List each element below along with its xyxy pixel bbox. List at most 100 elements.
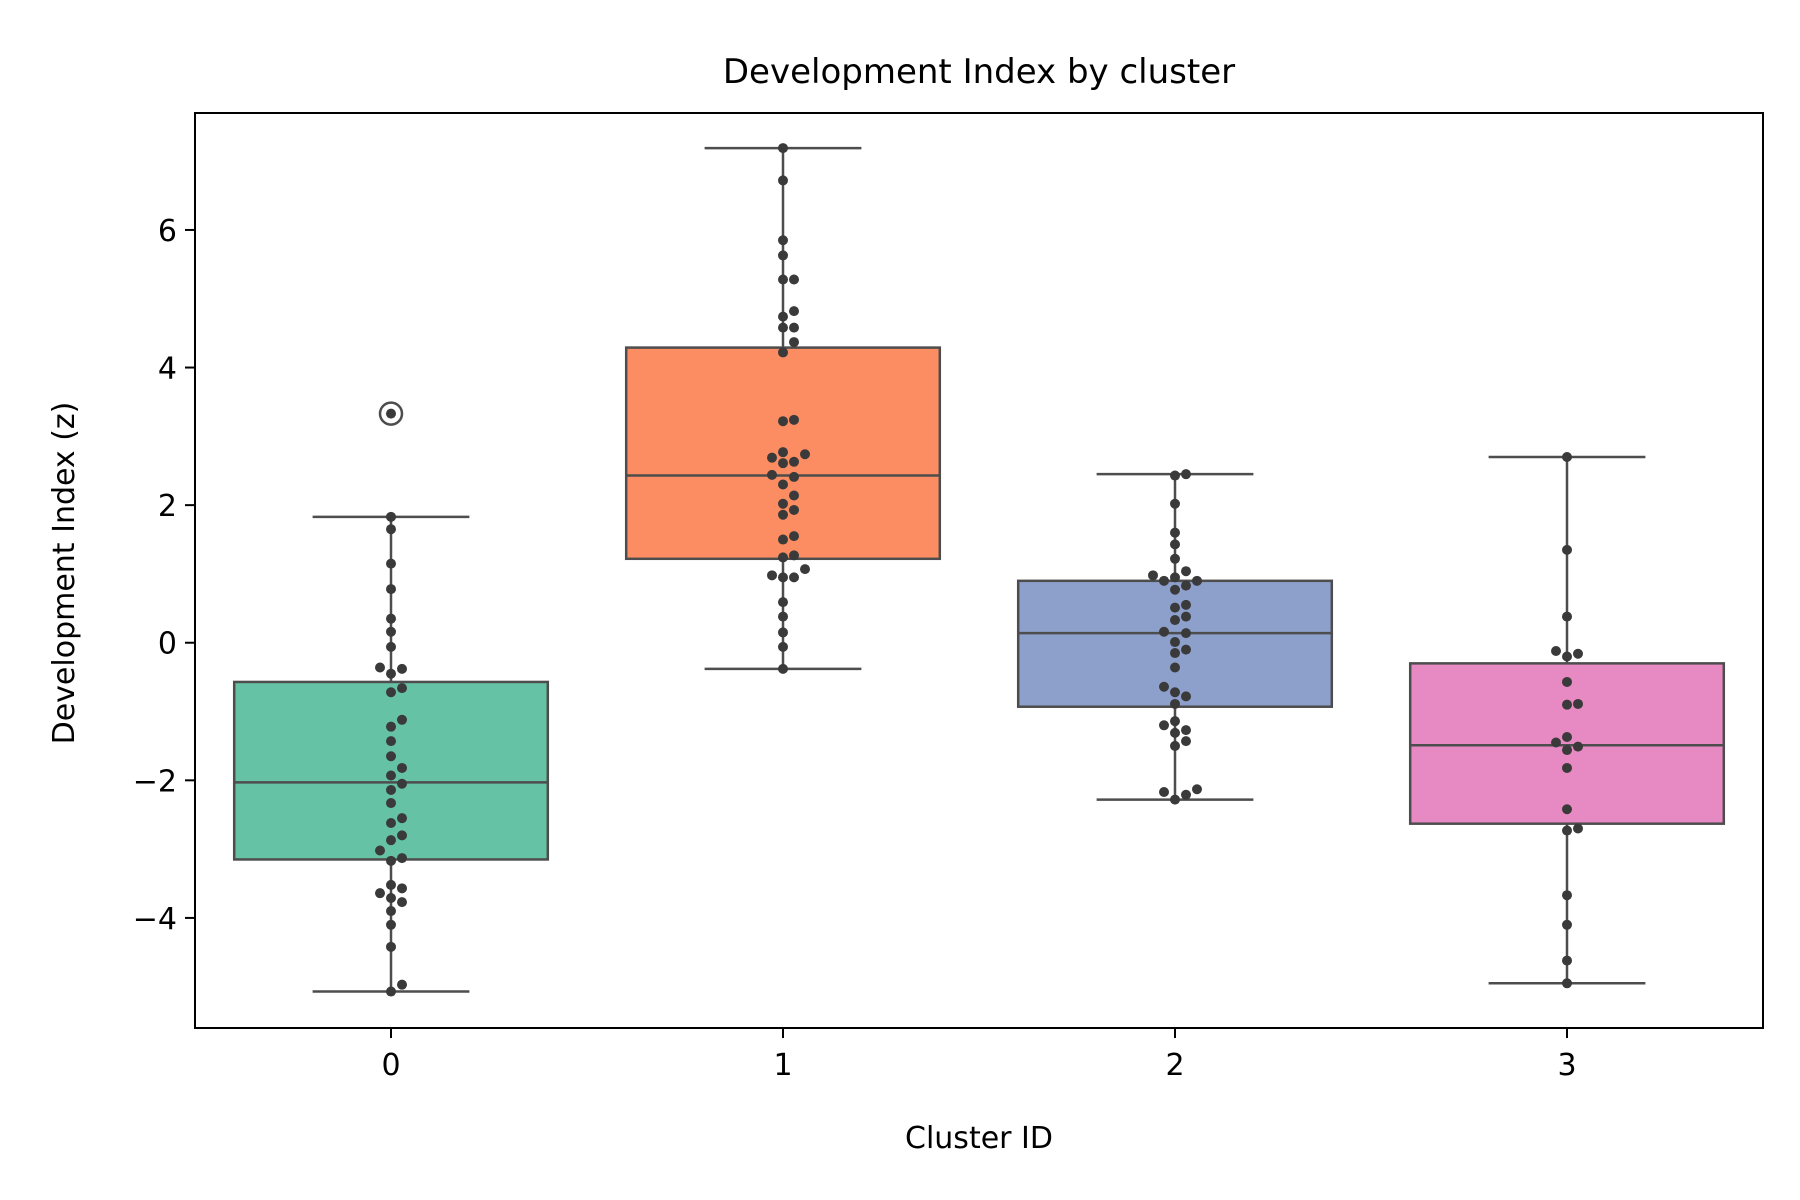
data-point: [1181, 566, 1191, 577]
data-point: [375, 888, 385, 899]
data-point: [767, 469, 777, 480]
data-point: [1148, 570, 1158, 581]
data-point: [1170, 637, 1180, 648]
data-point: [1181, 599, 1191, 610]
data-point: [1181, 789, 1191, 800]
data-point: [1551, 645, 1561, 656]
data-point: [1170, 648, 1180, 659]
data-point: [1562, 955, 1572, 966]
data-point: [386, 817, 396, 828]
data-point: [778, 416, 788, 427]
data-point: [1159, 626, 1169, 637]
data-point: [1159, 787, 1169, 798]
data-point: [778, 235, 788, 246]
data-point: [397, 714, 407, 725]
data-point: [386, 751, 396, 762]
data-point: [397, 897, 407, 908]
y-axis-label: Development Index (z): [47, 402, 82, 745]
data-point: [1170, 498, 1180, 509]
swarm-points-1: [767, 143, 810, 674]
data-point: [397, 778, 407, 789]
x-tick-label: 0: [381, 1048, 400, 1083]
data-point: [767, 570, 777, 581]
chart-title: Development Index by cluster: [723, 52, 1235, 92]
data-point: [397, 683, 407, 694]
data-point: [1170, 615, 1180, 626]
data-point: [1562, 804, 1572, 815]
data-point: [1562, 825, 1572, 836]
box-group-3: [1408, 455, 1726, 985]
data-point: [1170, 716, 1180, 727]
data-point: [1562, 890, 1572, 901]
data-point: [1573, 823, 1583, 834]
outlier-marker: [378, 401, 404, 426]
y-tick-label: 0: [158, 627, 177, 662]
data-point: [1562, 745, 1572, 756]
data-point: [1170, 687, 1180, 698]
data-point: [1170, 527, 1180, 538]
data-point: [1551, 737, 1561, 748]
data-point: [778, 597, 788, 608]
data-point: [800, 449, 810, 460]
data-point: [397, 883, 407, 894]
data-point: [1181, 580, 1191, 591]
data-point: [397, 853, 407, 864]
data-point: [1562, 451, 1572, 462]
data-point: [767, 452, 777, 463]
data-point: [1573, 741, 1583, 752]
data-point: [397, 813, 407, 824]
data-point: [1159, 720, 1169, 731]
data-point: [386, 558, 396, 569]
box-group-1: [624, 146, 942, 671]
y-tick-label: −2: [133, 764, 177, 799]
data-point: [778, 175, 788, 186]
data-point: [789, 306, 799, 317]
data-point: [1159, 681, 1169, 692]
data-point: [1562, 919, 1572, 930]
data-point: [1170, 662, 1180, 673]
data-point: [386, 892, 396, 903]
box-iqr: [1408, 662, 1726, 825]
data-point: [778, 311, 788, 322]
data-point: [1170, 470, 1180, 481]
data-point: [1170, 553, 1180, 564]
data-point: [386, 770, 396, 781]
data-point: [789, 531, 799, 542]
data-point: [386, 879, 396, 890]
data-point: [778, 663, 788, 674]
data-point: [386, 721, 396, 732]
data-point: [778, 458, 788, 469]
data-point: [386, 584, 396, 595]
x-axis-label: Cluster ID: [905, 1121, 1053, 1156]
y-tick-label: −4: [133, 902, 177, 937]
plot-area: [232, 143, 1726, 997]
data-point: [1573, 648, 1583, 659]
x-tick-label: 3: [1557, 1048, 1576, 1083]
data-point: [386, 736, 396, 747]
data-point: [778, 534, 788, 545]
data-point: [778, 509, 788, 520]
y-tick-label: 4: [158, 352, 177, 387]
axes: −4 −2 0 2 4 6 0 1 2 3: [133, 214, 1577, 1083]
data-point: [397, 979, 407, 990]
data-point: [386, 919, 396, 930]
data-point: [1170, 794, 1180, 805]
data-point: [778, 274, 788, 285]
data-point: [386, 524, 396, 535]
data-point: [386, 798, 396, 809]
data-point: [1170, 698, 1180, 709]
data-point: [1170, 602, 1180, 613]
swarm-points-3: [1551, 451, 1583, 989]
data-point: [1159, 575, 1169, 586]
data-point: [1562, 699, 1572, 710]
data-point: [778, 498, 788, 509]
data-point: [1192, 575, 1202, 586]
data-point: [1181, 725, 1191, 736]
data-point: [1181, 736, 1191, 747]
data-point: [789, 572, 799, 583]
data-point: [1562, 544, 1572, 555]
x-tick-label: 1: [773, 1048, 792, 1083]
data-point: [1562, 762, 1572, 773]
data-point: [386, 613, 396, 624]
